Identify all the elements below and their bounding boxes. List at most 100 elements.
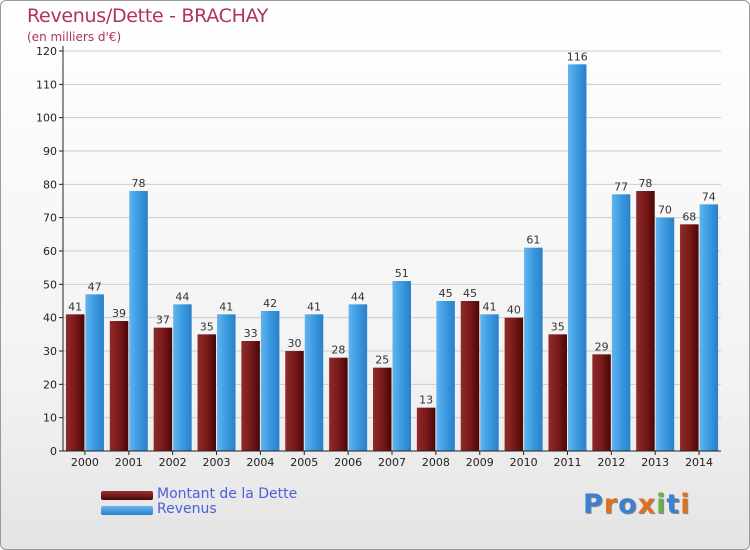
x-tick-label: 2005 (290, 456, 318, 469)
y-tick-label: 0 (50, 445, 57, 458)
y-tick-label: 60 (43, 245, 57, 258)
data-label-revenus: 78 (132, 177, 146, 190)
y-tick-label: 50 (43, 278, 57, 291)
legend-label-dette: Montant de la Dette (157, 486, 298, 502)
x-tick-label: 2013 (641, 456, 669, 469)
data-label-revenus: 41 (219, 300, 233, 313)
x-tick-label: 2003 (203, 456, 231, 469)
data-label-dette: 37 (156, 314, 170, 327)
bar-revenus (436, 301, 455, 451)
legend-swatch-revenus (101, 506, 153, 515)
logo-letter: i (656, 489, 667, 520)
bar-dette (548, 334, 567, 451)
data-label-dette: 40 (507, 304, 521, 317)
data-label-dette: 45 (463, 287, 477, 300)
data-label-revenus: 74 (702, 190, 716, 203)
bar-dette (197, 334, 217, 451)
data-label-dette: 25 (375, 354, 389, 367)
y-tick-label: 90 (43, 145, 57, 158)
logo-letter: r (603, 489, 619, 520)
logo-letter: x (637, 489, 657, 520)
x-tick-label: 2000 (71, 456, 99, 469)
bar-dette (153, 327, 173, 451)
legend-label-revenus: Revenus (157, 501, 217, 517)
x-tick-label: 2007 (378, 456, 406, 469)
x-tick-label: 2014 (685, 456, 713, 469)
logo-letter: i (680, 489, 691, 520)
bar-revenus (699, 204, 719, 451)
bar-dette (373, 367, 392, 451)
bar-revenus (348, 304, 368, 451)
data-label-revenus: 41 (307, 300, 321, 313)
bar-dette (65, 314, 85, 451)
x-tick-label: 2008 (422, 456, 450, 469)
bar-revenus (85, 294, 104, 451)
bar-dette (460, 301, 480, 451)
bar-revenus (567, 64, 587, 452)
bar-dette (285, 351, 304, 451)
y-tick-label: 70 (43, 212, 57, 225)
data-label-dette: 78 (638, 177, 652, 190)
data-label-revenus: 41 (482, 300, 496, 313)
bar-dette (636, 191, 655, 451)
bar-revenus (480, 314, 499, 451)
y-tick-label: 110 (36, 78, 57, 91)
bar-dette (504, 317, 524, 451)
x-tick-label: 2009 (466, 456, 494, 469)
x-tick-label: 2010 (510, 456, 538, 469)
bar-revenus (524, 247, 543, 451)
bar-dette (241, 341, 260, 451)
bar-revenus (655, 217, 675, 451)
bar-revenus (611, 194, 631, 452)
data-label-revenus: 44 (351, 290, 365, 303)
y-tick-label: 20 (43, 378, 57, 391)
bar-revenus (304, 314, 324, 451)
bar-revenus (173, 304, 192, 451)
bar-dette (109, 321, 129, 451)
y-tick-label: 100 (36, 112, 57, 125)
data-label-revenus: 45 (439, 287, 453, 300)
data-label-dette: 30 (288, 337, 302, 350)
bar-revenus (392, 281, 411, 451)
x-tick-label: 2001 (115, 456, 143, 469)
logo-letter: P (583, 489, 604, 520)
bar-revenus (129, 191, 148, 451)
data-label-dette: 39 (112, 307, 126, 320)
x-tick-label: 2012 (597, 456, 625, 469)
data-label-dette: 35 (551, 320, 565, 333)
data-label-revenus: 77 (614, 180, 628, 193)
y-tick-label: 40 (43, 312, 57, 325)
x-tick-label: 2011 (553, 456, 581, 469)
data-label-dette: 68 (682, 210, 696, 223)
bar-dette (416, 407, 436, 451)
bar-dette (680, 224, 699, 451)
data-label-revenus: 61 (526, 234, 540, 247)
chart-subtitle: (en milliers d'€) (27, 30, 122, 44)
data-label-revenus: 42 (263, 297, 277, 310)
data-label-dette: 35 (200, 320, 214, 333)
bar-dette (592, 354, 611, 451)
x-tick-label: 2006 (334, 456, 362, 469)
y-tick-label: 120 (36, 45, 57, 58)
y-tick-label: 10 (43, 412, 57, 425)
chart-title: Revenus/Dette - BRACHAY (27, 5, 269, 27)
x-tick-label: 2004 (246, 456, 274, 469)
data-label-revenus: 44 (175, 290, 189, 303)
data-label-dette: 29 (595, 340, 609, 353)
x-tick-label: 2002 (159, 456, 187, 469)
data-label-revenus: 116 (567, 50, 588, 63)
bar-dette (329, 357, 348, 451)
data-label-dette: 41 (68, 300, 82, 313)
data-label-dette: 33 (244, 327, 258, 340)
proxiti-logo: Proxiti (583, 489, 691, 520)
data-label-revenus: 70 (658, 204, 672, 217)
data-label-revenus: 47 (88, 280, 102, 293)
legend-swatch-dette (101, 491, 153, 500)
logo-letter: o (618, 489, 638, 520)
logo-letter: t (666, 489, 681, 520)
bar-revenus (260, 311, 280, 451)
data-label-dette: 28 (331, 344, 345, 357)
y-tick-label: 80 (43, 178, 57, 191)
